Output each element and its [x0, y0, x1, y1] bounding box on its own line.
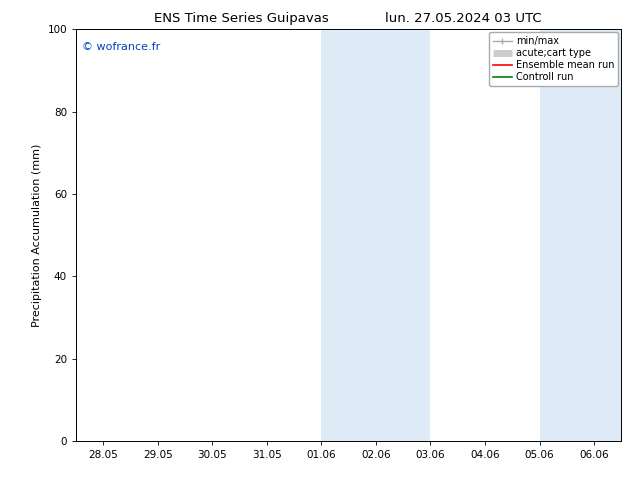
- Bar: [321, 29, 430, 441]
- Text: lun. 27.05.2024 03 UTC: lun. 27.05.2024 03 UTC: [384, 12, 541, 25]
- Bar: [540, 29, 621, 441]
- Text: © wofrance.fr: © wofrance.fr: [82, 42, 160, 52]
- Legend: min/max, acute;cart type, Ensemble mean run, Controll run: min/max, acute;cart type, Ensemble mean …: [489, 32, 618, 86]
- Text: ENS Time Series Guipavas: ENS Time Series Guipavas: [153, 12, 328, 25]
- Y-axis label: Precipitation Accumulation (mm): Precipitation Accumulation (mm): [32, 144, 42, 327]
